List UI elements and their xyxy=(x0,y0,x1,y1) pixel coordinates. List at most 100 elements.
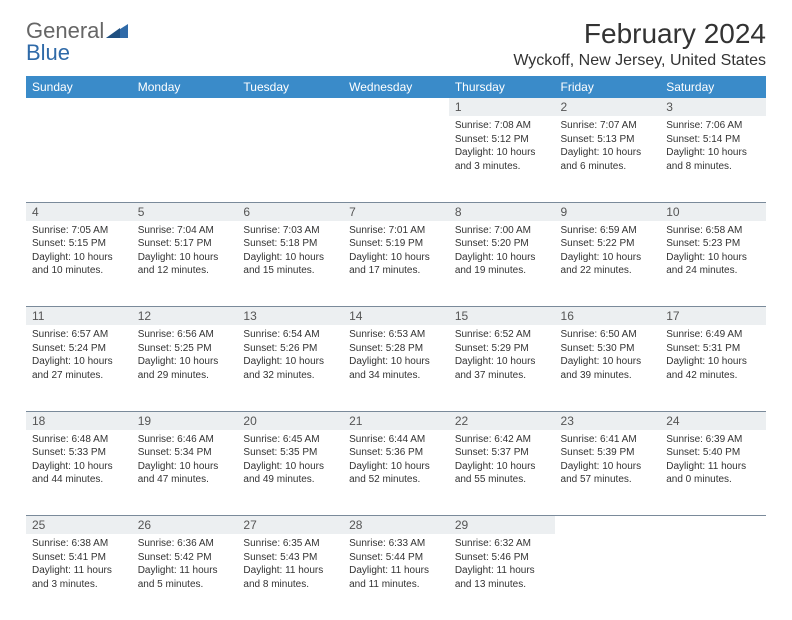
week-row: Sunrise: 7:08 AMSunset: 5:12 PMDaylight:… xyxy=(26,116,766,202)
day-number: 19 xyxy=(132,412,238,430)
day-cell xyxy=(26,116,132,202)
day-details: Sunrise: 7:03 AMSunset: 5:18 PMDaylight:… xyxy=(237,221,343,284)
day-number: 20 xyxy=(237,412,343,430)
day-details: Sunrise: 7:08 AMSunset: 5:12 PMDaylight:… xyxy=(449,116,555,179)
day-cell: Sunrise: 7:05 AMSunset: 5:15 PMDaylight:… xyxy=(26,221,132,307)
day-cell: Sunrise: 7:00 AMSunset: 5:20 PMDaylight:… xyxy=(449,221,555,307)
day-number: 29 xyxy=(449,516,555,534)
day-number: 1 xyxy=(449,98,555,116)
calendar-header-row: SundayMondayTuesdayWednesdayThursdayFrid… xyxy=(26,76,766,98)
day-details: Sunrise: 6:44 AMSunset: 5:36 PMDaylight:… xyxy=(343,430,449,493)
day-number xyxy=(555,516,661,520)
day-number: 7 xyxy=(343,203,449,221)
day-cell: Sunrise: 6:58 AMSunset: 5:23 PMDaylight:… xyxy=(660,221,766,307)
day-details: Sunrise: 6:32 AMSunset: 5:46 PMDaylight:… xyxy=(449,534,555,597)
day-details: Sunrise: 6:50 AMSunset: 5:30 PMDaylight:… xyxy=(555,325,661,388)
day-cell: Sunrise: 6:59 AMSunset: 5:22 PMDaylight:… xyxy=(555,221,661,307)
day-cell: Sunrise: 6:35 AMSunset: 5:43 PMDaylight:… xyxy=(237,534,343,620)
day-details: Sunrise: 6:52 AMSunset: 5:29 PMDaylight:… xyxy=(449,325,555,388)
day-number: 25 xyxy=(26,516,132,534)
day-cell: Sunrise: 6:33 AMSunset: 5:44 PMDaylight:… xyxy=(343,534,449,620)
day-details: Sunrise: 6:58 AMSunset: 5:23 PMDaylight:… xyxy=(660,221,766,284)
day-details: Sunrise: 6:53 AMSunset: 5:28 PMDaylight:… xyxy=(343,325,449,388)
day-cell: Sunrise: 6:53 AMSunset: 5:28 PMDaylight:… xyxy=(343,325,449,411)
day-cell xyxy=(555,534,661,620)
day-number xyxy=(343,98,449,102)
day-number: 14 xyxy=(343,307,449,325)
daynum-row: 2526272829 xyxy=(26,516,766,535)
day-details: Sunrise: 6:57 AMSunset: 5:24 PMDaylight:… xyxy=(26,325,132,388)
day-cell: Sunrise: 7:04 AMSunset: 5:17 PMDaylight:… xyxy=(132,221,238,307)
day-cell: Sunrise: 6:36 AMSunset: 5:42 PMDaylight:… xyxy=(132,534,238,620)
daynum-row: 18192021222324 xyxy=(26,411,766,430)
weekday-header: Wednesday xyxy=(343,76,449,98)
day-details: Sunrise: 6:36 AMSunset: 5:42 PMDaylight:… xyxy=(132,534,238,597)
day-cell: Sunrise: 6:44 AMSunset: 5:36 PMDaylight:… xyxy=(343,430,449,516)
day-details: Sunrise: 6:35 AMSunset: 5:43 PMDaylight:… xyxy=(237,534,343,597)
day-number: 17 xyxy=(660,307,766,325)
day-cell: Sunrise: 6:56 AMSunset: 5:25 PMDaylight:… xyxy=(132,325,238,411)
day-cell: Sunrise: 6:54 AMSunset: 5:26 PMDaylight:… xyxy=(237,325,343,411)
day-number: 18 xyxy=(26,412,132,430)
daynum-row: 11121314151617 xyxy=(26,307,766,326)
day-number: 22 xyxy=(449,412,555,430)
day-cell: Sunrise: 7:08 AMSunset: 5:12 PMDaylight:… xyxy=(449,116,555,202)
day-details: Sunrise: 6:49 AMSunset: 5:31 PMDaylight:… xyxy=(660,325,766,388)
day-details: Sunrise: 7:05 AMSunset: 5:15 PMDaylight:… xyxy=(26,221,132,284)
location-text: Wyckoff, New Jersey, United States xyxy=(513,52,766,70)
weekday-header: Thursday xyxy=(449,76,555,98)
logo-sub: Blue xyxy=(26,40,70,66)
day-details: Sunrise: 7:06 AMSunset: 5:14 PMDaylight:… xyxy=(660,116,766,179)
week-row: Sunrise: 7:05 AMSunset: 5:15 PMDaylight:… xyxy=(26,221,766,307)
day-cell xyxy=(343,116,449,202)
day-number: 15 xyxy=(449,307,555,325)
day-details: Sunrise: 6:33 AMSunset: 5:44 PMDaylight:… xyxy=(343,534,449,597)
day-number: 8 xyxy=(449,203,555,221)
day-details: Sunrise: 6:38 AMSunset: 5:41 PMDaylight:… xyxy=(26,534,132,597)
day-details: Sunrise: 6:56 AMSunset: 5:25 PMDaylight:… xyxy=(132,325,238,388)
day-cell: Sunrise: 6:45 AMSunset: 5:35 PMDaylight:… xyxy=(237,430,343,516)
day-details: Sunrise: 7:07 AMSunset: 5:13 PMDaylight:… xyxy=(555,116,661,179)
day-cell: Sunrise: 6:39 AMSunset: 5:40 PMDaylight:… xyxy=(660,430,766,516)
day-number: 21 xyxy=(343,412,449,430)
week-row: Sunrise: 6:48 AMSunset: 5:33 PMDaylight:… xyxy=(26,430,766,516)
weekday-header: Friday xyxy=(555,76,661,98)
day-details: Sunrise: 6:48 AMSunset: 5:33 PMDaylight:… xyxy=(26,430,132,493)
day-number xyxy=(660,516,766,520)
day-cell: Sunrise: 7:03 AMSunset: 5:18 PMDaylight:… xyxy=(237,221,343,307)
day-number: 26 xyxy=(132,516,238,534)
week-row: Sunrise: 6:57 AMSunset: 5:24 PMDaylight:… xyxy=(26,325,766,411)
day-cell: Sunrise: 7:06 AMSunset: 5:14 PMDaylight:… xyxy=(660,116,766,202)
weekday-header: Tuesday xyxy=(237,76,343,98)
day-number: 4 xyxy=(26,203,132,221)
day-cell: Sunrise: 6:48 AMSunset: 5:33 PMDaylight:… xyxy=(26,430,132,516)
logo-triangle-icon xyxy=(106,18,128,44)
title-block: February 2024 Wyckoff, New Jersey, Unite… xyxy=(513,18,766,70)
day-number: 11 xyxy=(26,307,132,325)
day-number: 6 xyxy=(237,203,343,221)
day-cell: Sunrise: 6:49 AMSunset: 5:31 PMDaylight:… xyxy=(660,325,766,411)
day-number: 2 xyxy=(555,98,661,116)
day-number: 27 xyxy=(237,516,343,534)
day-number: 13 xyxy=(237,307,343,325)
day-number: 16 xyxy=(555,307,661,325)
day-cell: Sunrise: 7:07 AMSunset: 5:13 PMDaylight:… xyxy=(555,116,661,202)
day-number xyxy=(237,98,343,102)
day-number xyxy=(132,98,238,102)
day-cell: Sunrise: 6:38 AMSunset: 5:41 PMDaylight:… xyxy=(26,534,132,620)
day-details: Sunrise: 7:04 AMSunset: 5:17 PMDaylight:… xyxy=(132,221,238,284)
day-cell: Sunrise: 7:01 AMSunset: 5:19 PMDaylight:… xyxy=(343,221,449,307)
weekday-header: Saturday xyxy=(660,76,766,98)
daynum-row: 45678910 xyxy=(26,202,766,221)
daynum-row: 123 xyxy=(26,98,766,116)
day-number: 23 xyxy=(555,412,661,430)
week-row: Sunrise: 6:38 AMSunset: 5:41 PMDaylight:… xyxy=(26,534,766,620)
day-details: Sunrise: 7:00 AMSunset: 5:20 PMDaylight:… xyxy=(449,221,555,284)
weekday-header: Sunday xyxy=(26,76,132,98)
day-cell xyxy=(237,116,343,202)
day-cell: Sunrise: 6:52 AMSunset: 5:29 PMDaylight:… xyxy=(449,325,555,411)
day-details: Sunrise: 6:59 AMSunset: 5:22 PMDaylight:… xyxy=(555,221,661,284)
day-number: 5 xyxy=(132,203,238,221)
day-details: Sunrise: 6:41 AMSunset: 5:39 PMDaylight:… xyxy=(555,430,661,493)
header: General February 2024 Wyckoff, New Jerse… xyxy=(26,18,766,70)
